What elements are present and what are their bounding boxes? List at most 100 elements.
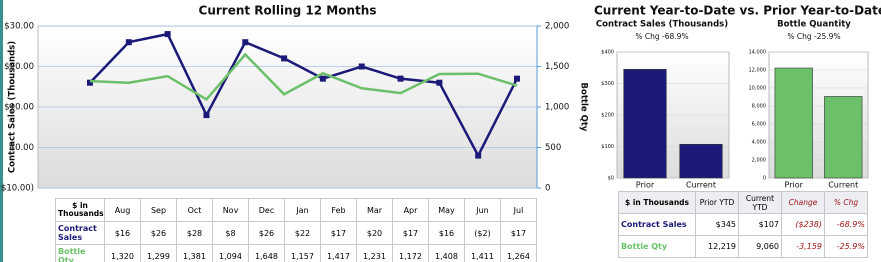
y-tick-label: ($10.00) [0,184,34,194]
table-cell: -3,159 [781,235,825,258]
table-cell: 1,094 [212,244,249,262]
table-header-cell: $ in Thousands [618,191,696,214]
table-cell: ($2) [464,221,501,245]
data-point [242,39,249,46]
table-cell: Contract Sales [618,213,696,236]
table-row: Bottle Qty 1,320 1,299 1,381 1,094 1,648 1,157… [55,244,537,262]
y-tick-label: 12,000 [749,68,767,74]
table-row: Bottle Qty 12,219 9,060 -3,159 -25.9% [618,235,868,258]
table-cell: $28 [176,221,213,245]
ytd-title: Current Year-to-Date vs. Prior Year-to-D… [594,4,881,18]
chart-subtitle: % Chg -25.9% [787,32,840,41]
bar [774,67,813,179]
month-header: Feb [320,198,357,222]
table-cell: ($238) [781,213,825,236]
y-tick-label: $0.00 [10,143,34,153]
y-tick-label: 14,000 [749,50,767,56]
table-cell: Bottle Qty [618,235,696,258]
data-point [164,31,171,38]
month-header: Sep [140,198,177,222]
data-point [475,152,482,159]
bar [623,69,667,179]
y-tick-label: $30.00 [4,22,34,32]
table-cell: $17 [320,221,357,245]
y2-tick-label: 2,000 [545,22,569,32]
data-point [436,79,443,86]
data-point [87,79,93,86]
y-tick-label: $300 [601,81,614,87]
table-cell: -25.9% [824,235,868,258]
data-point [397,75,404,82]
table-cell: 1,648 [248,244,285,262]
month-header: Apr [392,198,429,222]
table-cell: 1,264 [500,244,537,262]
table-cell: $26 [140,221,177,245]
table-header-row: $ in Thousands Prior YTD Current YTD Change… [618,191,868,214]
y-tick-label: $400 [601,50,614,56]
table-cell: $26 [248,221,285,245]
month-header: Jul [500,198,537,222]
table-cell: $20 [356,221,393,245]
table-header-cell: $ in Thousands [55,198,105,222]
month-header: Dec [248,198,285,222]
y2-axis-label: Bottle Qty [579,83,589,132]
table-cell: $16 [428,221,465,245]
x-tick-label: Current [828,181,858,190]
month-header: Oct [176,198,213,222]
y-tick-label: 2,000 [752,158,766,164]
table-cell: 1,408 [428,244,465,262]
table-cell: 1,320 [104,244,141,262]
table-header-cell: Current YTD [738,191,782,214]
month-header: Aug [104,198,141,222]
table-cell: $16 [104,221,141,245]
rolling-table: $ in Thousands Aug Sep Oct Nov Dec Jan Feb Mar Ap… [55,198,537,262]
x-tick-label: Prior [785,181,804,190]
ytd-table: $ in Thousands Prior YTD Current YTD Change… [618,191,868,258]
table-cell: $345 [695,213,739,236]
table-cell: $17 [392,221,429,245]
data-point [281,55,288,62]
table-cell: 1,417 [320,244,357,262]
x-tick-label: Current [686,181,716,190]
data-point [203,112,210,119]
month-header: Jan [284,198,321,222]
table-cell: 9,060 [738,235,782,258]
table-cell: $22 [284,221,321,245]
table-cell: 1,157 [284,244,321,262]
y-tick-label: $200 [601,113,614,119]
y-tick-label: $20.00 [4,62,34,72]
data-point [125,39,132,46]
y2-tick-label: 1,000 [545,103,569,113]
series-line [89,32,519,159]
table-header-row: $ in Thousands Aug Sep Oct Nov Dec Jan Feb Mar Ap… [55,198,537,222]
y-axis-label: Contract Sales (Thousands) [8,41,18,173]
bar [679,143,723,179]
table-header-cell: Prior YTD [695,191,739,214]
table-cell: 1,299 [140,244,177,262]
y-tick-label: 0 [763,176,766,182]
y2-tick-label: 500 [545,143,561,153]
month-header: Mar [356,198,393,222]
table-cell: 12,219 [695,235,739,258]
data-point [514,75,520,82]
table-cell: $17 [500,221,537,245]
y-tick-label: $100 [601,144,614,150]
y-tick-label: 10,000 [749,86,767,92]
table-header-cell: % Chg [824,191,868,214]
month-header: Nov [212,198,249,222]
left-border [0,0,3,262]
month-header: May [428,198,465,222]
row-label: Contract Sales [55,221,105,245]
y-tick-label: $10.00 [4,103,34,113]
chart-title: Bottle Quantity [777,20,851,30]
bar [824,96,863,179]
y-tick-label: 6,000 [752,122,766,128]
chart-title: Current Rolling 12 Months [199,4,377,18]
data-point [319,75,326,82]
y-tick-label: $0 [608,176,614,182]
row-label: Bottle Qty [55,244,105,262]
table-cell: 1,231 [356,244,393,262]
table-cell: $107 [738,213,782,236]
